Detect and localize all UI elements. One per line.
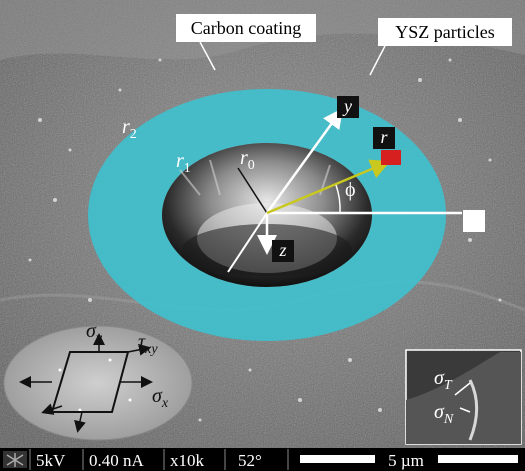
voltage-text: 5kV — [36, 451, 66, 470]
scale-bar-left — [300, 455, 375, 463]
phi-label: ϕ — [345, 179, 356, 201]
carbon-coating-box — [176, 14, 316, 42]
z-axis-label: z — [278, 240, 286, 260]
sigma-x-label: σx — [152, 385, 169, 411]
ysz-particles-speckles — [28, 58, 502, 422]
phi-vector — [266, 159, 391, 215]
normal-tangential-inset: σT σN — [405, 349, 522, 445]
stress-element-rhombus — [50, 351, 130, 413]
sigma-y-label: σy — [86, 320, 103, 346]
stress-annulus — [88, 89, 446, 341]
r-point-marker — [381, 150, 401, 165]
tau-xy-label: τxy — [138, 331, 158, 357]
current-text: 0.40 nA — [89, 451, 145, 470]
r-label-box — [373, 127, 395, 149]
magnification-text: x10k — [170, 451, 205, 470]
ysz-particles-label: YSZ particles — [395, 22, 494, 42]
x-axis-label: x — [470, 211, 479, 231]
scale-bar-right — [438, 455, 518, 463]
r-label: r — [380, 127, 388, 147]
r0-label: r0 — [240, 147, 255, 173]
r1-radius-line — [227, 212, 268, 273]
sigma-T-label: σT — [434, 367, 453, 393]
r0-radius-line — [237, 167, 268, 214]
tilt-text: 52° — [238, 451, 262, 470]
carbon-coating-pointer — [199, 41, 216, 71]
phi-angle-arc — [335, 184, 341, 214]
carbon-coating-label: Carbon coating — [191, 18, 301, 38]
y-axis — [265, 107, 343, 214]
x-axis-box — [463, 210, 485, 232]
scale-bar-length: 5 µm — [388, 451, 424, 470]
r1-label: r1 — [176, 150, 191, 176]
sigma-N-label: σN — [434, 401, 454, 427]
z-axis-box — [272, 240, 294, 262]
y-axis-box — [337, 96, 359, 118]
ysz-particles-box — [378, 18, 512, 46]
ysz-particles-pointer — [369, 45, 386, 76]
sem-info-bar — [0, 448, 525, 471]
r2-label: r2 — [122, 116, 137, 142]
stress-element-inset: σy τxy σx — [3, 320, 193, 441]
y-axis-label: y — [342, 96, 352, 116]
